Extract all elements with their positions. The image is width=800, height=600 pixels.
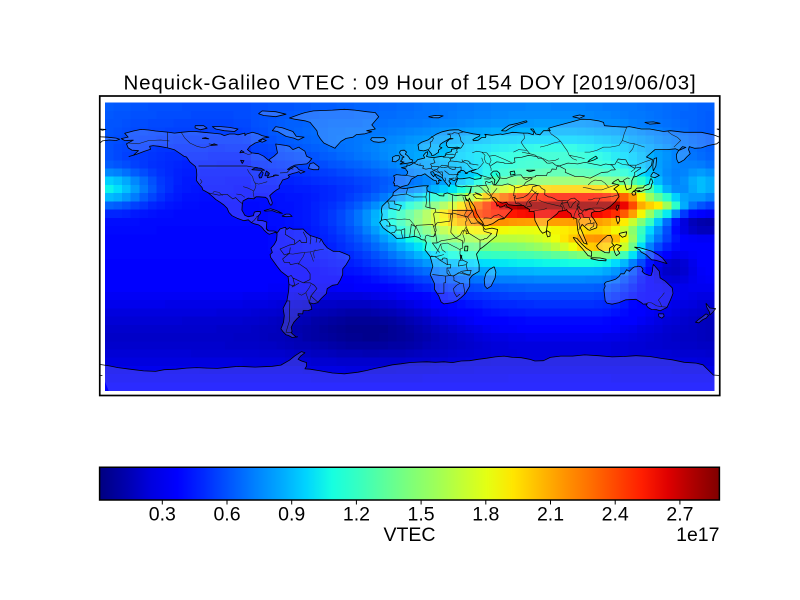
svg-text:2.4: 2.4 <box>602 504 629 526</box>
svg-text:1.2: 1.2 <box>343 504 370 526</box>
svg-text:VTEC: VTEC <box>383 524 435 546</box>
svg-text:2.7: 2.7 <box>666 504 693 526</box>
svg-text:1.5: 1.5 <box>408 504 435 526</box>
svg-text:0.3: 0.3 <box>149 504 176 526</box>
svg-text:0.9: 0.9 <box>278 504 305 526</box>
svg-text:2.1: 2.1 <box>537 504 564 526</box>
svg-text:0.6: 0.6 <box>213 504 240 526</box>
svg-text:Nequick-Galileo VTEC : 09 Hour: Nequick-Galileo VTEC : 09 Hour of 154 DO… <box>123 71 696 94</box>
svg-text:1e17: 1e17 <box>676 524 719 546</box>
svg-text:1.8: 1.8 <box>472 504 499 526</box>
